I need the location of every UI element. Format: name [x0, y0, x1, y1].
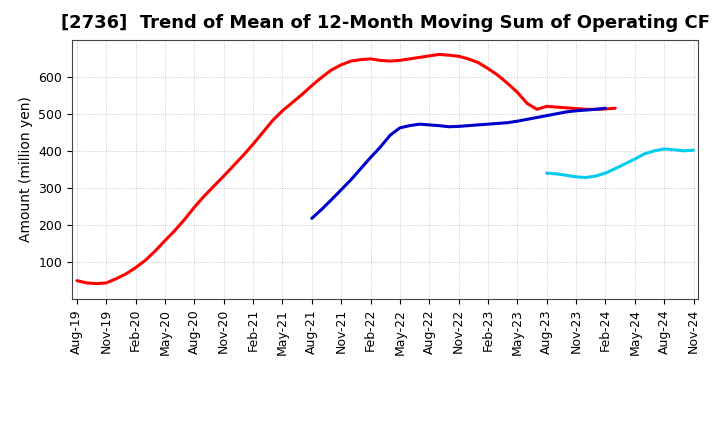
5 Years — [582, 107, 590, 113]
7 Years — [591, 173, 600, 179]
7 Years — [572, 174, 580, 180]
5 Years — [552, 111, 561, 117]
7 Years — [552, 171, 561, 176]
3 Years — [386, 59, 395, 64]
5 Years — [405, 123, 414, 128]
5 Years — [474, 122, 482, 128]
5 Years — [435, 123, 444, 128]
3 Years — [444, 52, 453, 58]
3 Years — [503, 81, 512, 86]
7 Years — [631, 156, 639, 161]
5 Years — [454, 124, 463, 129]
5 Years — [484, 121, 492, 127]
5 Years — [533, 115, 541, 120]
5 Years — [591, 106, 600, 112]
7 Years — [660, 147, 668, 152]
5 Years — [366, 155, 375, 160]
7 Years — [621, 161, 629, 166]
5 Years — [415, 121, 424, 127]
5 Years — [513, 118, 522, 124]
5 Years — [444, 124, 453, 129]
5 Years — [356, 166, 365, 171]
7 Years — [689, 147, 698, 153]
3 Years — [435, 52, 444, 57]
3 Years — [611, 106, 619, 111]
7 Years — [650, 148, 659, 154]
5 Years — [337, 187, 346, 192]
3 Years — [92, 281, 101, 286]
7 Years — [562, 172, 570, 178]
3 Years — [82, 280, 91, 286]
5 Years — [572, 108, 580, 114]
3 Years — [415, 55, 424, 60]
7 Years — [582, 175, 590, 180]
7 Years — [640, 151, 649, 157]
5 Years — [503, 120, 512, 125]
5 Years — [395, 125, 404, 131]
5 Years — [562, 109, 570, 114]
3 Years — [73, 278, 81, 283]
3 Years — [278, 108, 287, 114]
7 Years — [680, 148, 688, 154]
5 Years — [307, 216, 316, 221]
5 Years — [493, 121, 502, 126]
Y-axis label: Amount (million yen): Amount (million yen) — [19, 96, 32, 242]
5 Years — [386, 132, 395, 138]
5 Years — [523, 117, 531, 122]
5 Years — [376, 144, 384, 150]
5 Years — [346, 177, 355, 183]
5 Years — [327, 197, 336, 202]
7 Years — [601, 170, 610, 176]
Line: 7 Years: 7 Years — [546, 149, 693, 178]
Line: 3 Years: 3 Years — [77, 55, 615, 284]
Line: 5 Years: 5 Years — [312, 108, 606, 218]
Title: [2736]  Trend of Mean of 12-Month Moving Sum of Operating CF: [2736] Trend of Mean of 12-Month Moving … — [60, 15, 710, 33]
7 Years — [542, 170, 551, 176]
7 Years — [611, 166, 619, 171]
5 Years — [318, 207, 326, 212]
5 Years — [601, 106, 610, 111]
5 Years — [464, 123, 473, 128]
7 Years — [670, 147, 678, 152]
5 Years — [425, 122, 433, 128]
5 Years — [542, 113, 551, 118]
